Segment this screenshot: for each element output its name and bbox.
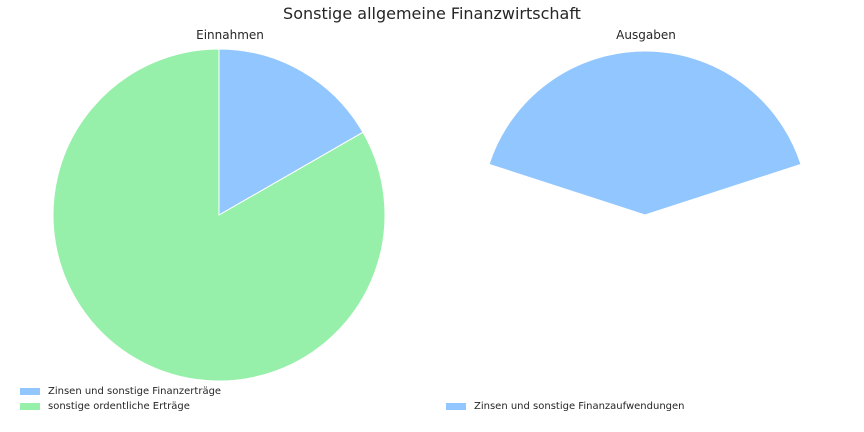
legend-label: sonstige ordentliche Erträge [48, 401, 190, 412]
legend-label: Zinsen und sonstige Finanzerträge [48, 386, 222, 397]
legend-swatch [446, 403, 466, 410]
pie-slice-0-0 [218, 48, 364, 216]
legend-item: Zinsen und sonstige Finanzerträge [20, 384, 221, 399]
pie-slice-1-0 [488, 50, 802, 216]
legend-einnahmen: Zinsen und sonstige Finanzerträge sonsti… [20, 384, 221, 414]
pie-title-ausgaben: Ausgaben [616, 28, 676, 42]
figure-title: Sonstige allgemeine Finanzwirtschaft [283, 4, 581, 23]
pie-title-einnahmen: Einnahmen [196, 28, 264, 42]
legend-item: Zinsen und sonstige Finanzaufwendungen [446, 399, 685, 414]
pie-slice-0-1 [52, 48, 386, 382]
legend-label: Zinsen und sonstige Finanzaufwendungen [474, 401, 685, 412]
legend-ausgaben: Zinsen und sonstige Finanzaufwendungen [446, 399, 685, 414]
legend-swatch [20, 388, 40, 395]
legend-item: sonstige ordentliche Erträge [20, 399, 221, 414]
legend-swatch [20, 403, 40, 410]
